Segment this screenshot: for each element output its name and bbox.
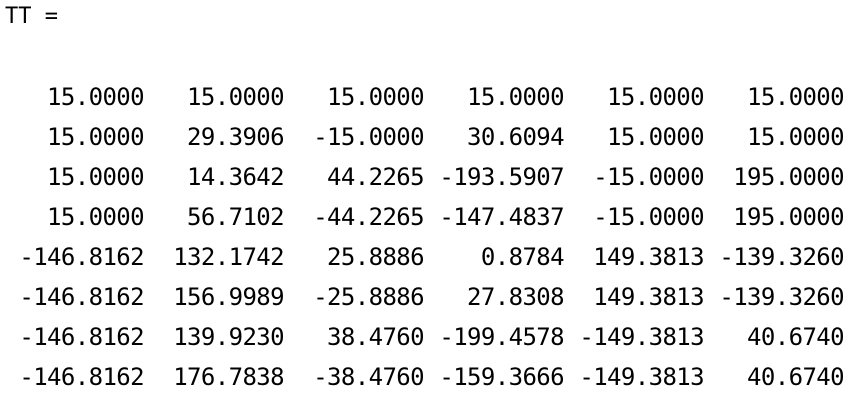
matrix-cell: 27.8308	[467, 283, 565, 311]
matrix-cell: 15.0000	[47, 203, 145, 231]
matrix-cell: -25.8886	[313, 283, 424, 311]
matrix-cell: -193.5907	[439, 163, 564, 191]
matrix-row: 15.0000 29.3906 -15.0000 30.6094 15.0000…	[0, 120, 861, 160]
matrix-cell: 0.8784	[480, 243, 565, 271]
matrix-cell: -159.3666	[439, 363, 564, 391]
matrix-cell: -139.3260	[719, 283, 844, 311]
matrix-cell: 15.0000	[327, 83, 425, 111]
matrix-cell: -15.0000	[313, 123, 424, 151]
matrix-cell: -15.0000	[593, 203, 704, 231]
matrix-cell: 15.0000	[47, 163, 145, 191]
matrix-output: 15.0000 15.0000 15.0000 15.0000 15.0000 …	[0, 80, 861, 400]
matrix-cell: -199.4578	[439, 323, 564, 351]
matrix-cell: -15.0000	[593, 163, 704, 191]
matrix-cell: -146.8162	[19, 243, 144, 271]
matrix-cell: -139.3260	[719, 243, 844, 271]
matrix-row: -146.8162 156.9989 -25.8886 27.8308 149.…	[0, 280, 861, 320]
matrix-cell: 14.3642	[187, 163, 285, 191]
matrix-cell: 149.3813	[593, 243, 704, 271]
matrix-cell: -146.8162	[19, 363, 144, 391]
matrix-cell: 15.0000	[187, 83, 285, 111]
matrix-row: -146.8162 176.7838 -38.4760 -159.3666 -1…	[0, 360, 861, 400]
matrix-cell: 38.4760	[327, 323, 425, 351]
matrix-cell: 40.6740	[747, 363, 845, 391]
matrix-cell: 176.7838	[173, 363, 284, 391]
matrix-cell: 15.0000	[607, 83, 705, 111]
matrix-cell: 15.0000	[467, 83, 565, 111]
matrix-cell: 44.2265	[327, 163, 425, 191]
matrix-row: 15.0000 56.7102 -44.2265 -147.4837 -15.0…	[0, 200, 861, 240]
matrix-cell: 15.0000	[47, 83, 145, 111]
matrix-cell: 149.3813	[593, 283, 704, 311]
matrix-cell: -149.3813	[579, 363, 704, 391]
variable-header: TT =	[5, 4, 58, 29]
matrix-cell: 25.8886	[327, 243, 425, 271]
matrix-cell: 195.0000	[733, 203, 844, 231]
matrix-row: 15.0000 15.0000 15.0000 15.0000 15.0000 …	[0, 80, 861, 120]
matrix-row: 15.0000 14.3642 44.2265 -193.5907 -15.00…	[0, 160, 861, 200]
matrix-row: -146.8162 132.1742 25.8886 0.8784 149.38…	[0, 240, 861, 280]
matrix-cell: 132.1742	[173, 243, 284, 271]
matrix-cell: -149.3813	[579, 323, 704, 351]
matrix-cell: -44.2265	[313, 203, 424, 231]
matrix-cell: 15.0000	[607, 123, 705, 151]
matrix-cell: 15.0000	[47, 123, 145, 151]
matrix-cell: -147.4837	[439, 203, 564, 231]
matrix-cell: 195.0000	[733, 163, 844, 191]
matrix-cell: 139.9230	[173, 323, 284, 351]
matrix-cell: 15.0000	[747, 123, 845, 151]
matrix-cell: 15.0000	[747, 83, 845, 111]
matrix-cell: -38.4760	[313, 363, 424, 391]
matrix-cell: 56.7102	[187, 203, 285, 231]
matrix-cell: 30.6094	[467, 123, 565, 151]
matrix-cell: -146.8162	[19, 283, 144, 311]
matrix-cell: -146.8162	[19, 323, 144, 351]
matrix-row: -146.8162 139.9230 38.4760 -199.4578 -14…	[0, 320, 861, 360]
matrix-cell: 40.6740	[747, 323, 845, 351]
matrix-cell: 29.3906	[187, 123, 285, 151]
matrix-cell: 156.9989	[173, 283, 284, 311]
